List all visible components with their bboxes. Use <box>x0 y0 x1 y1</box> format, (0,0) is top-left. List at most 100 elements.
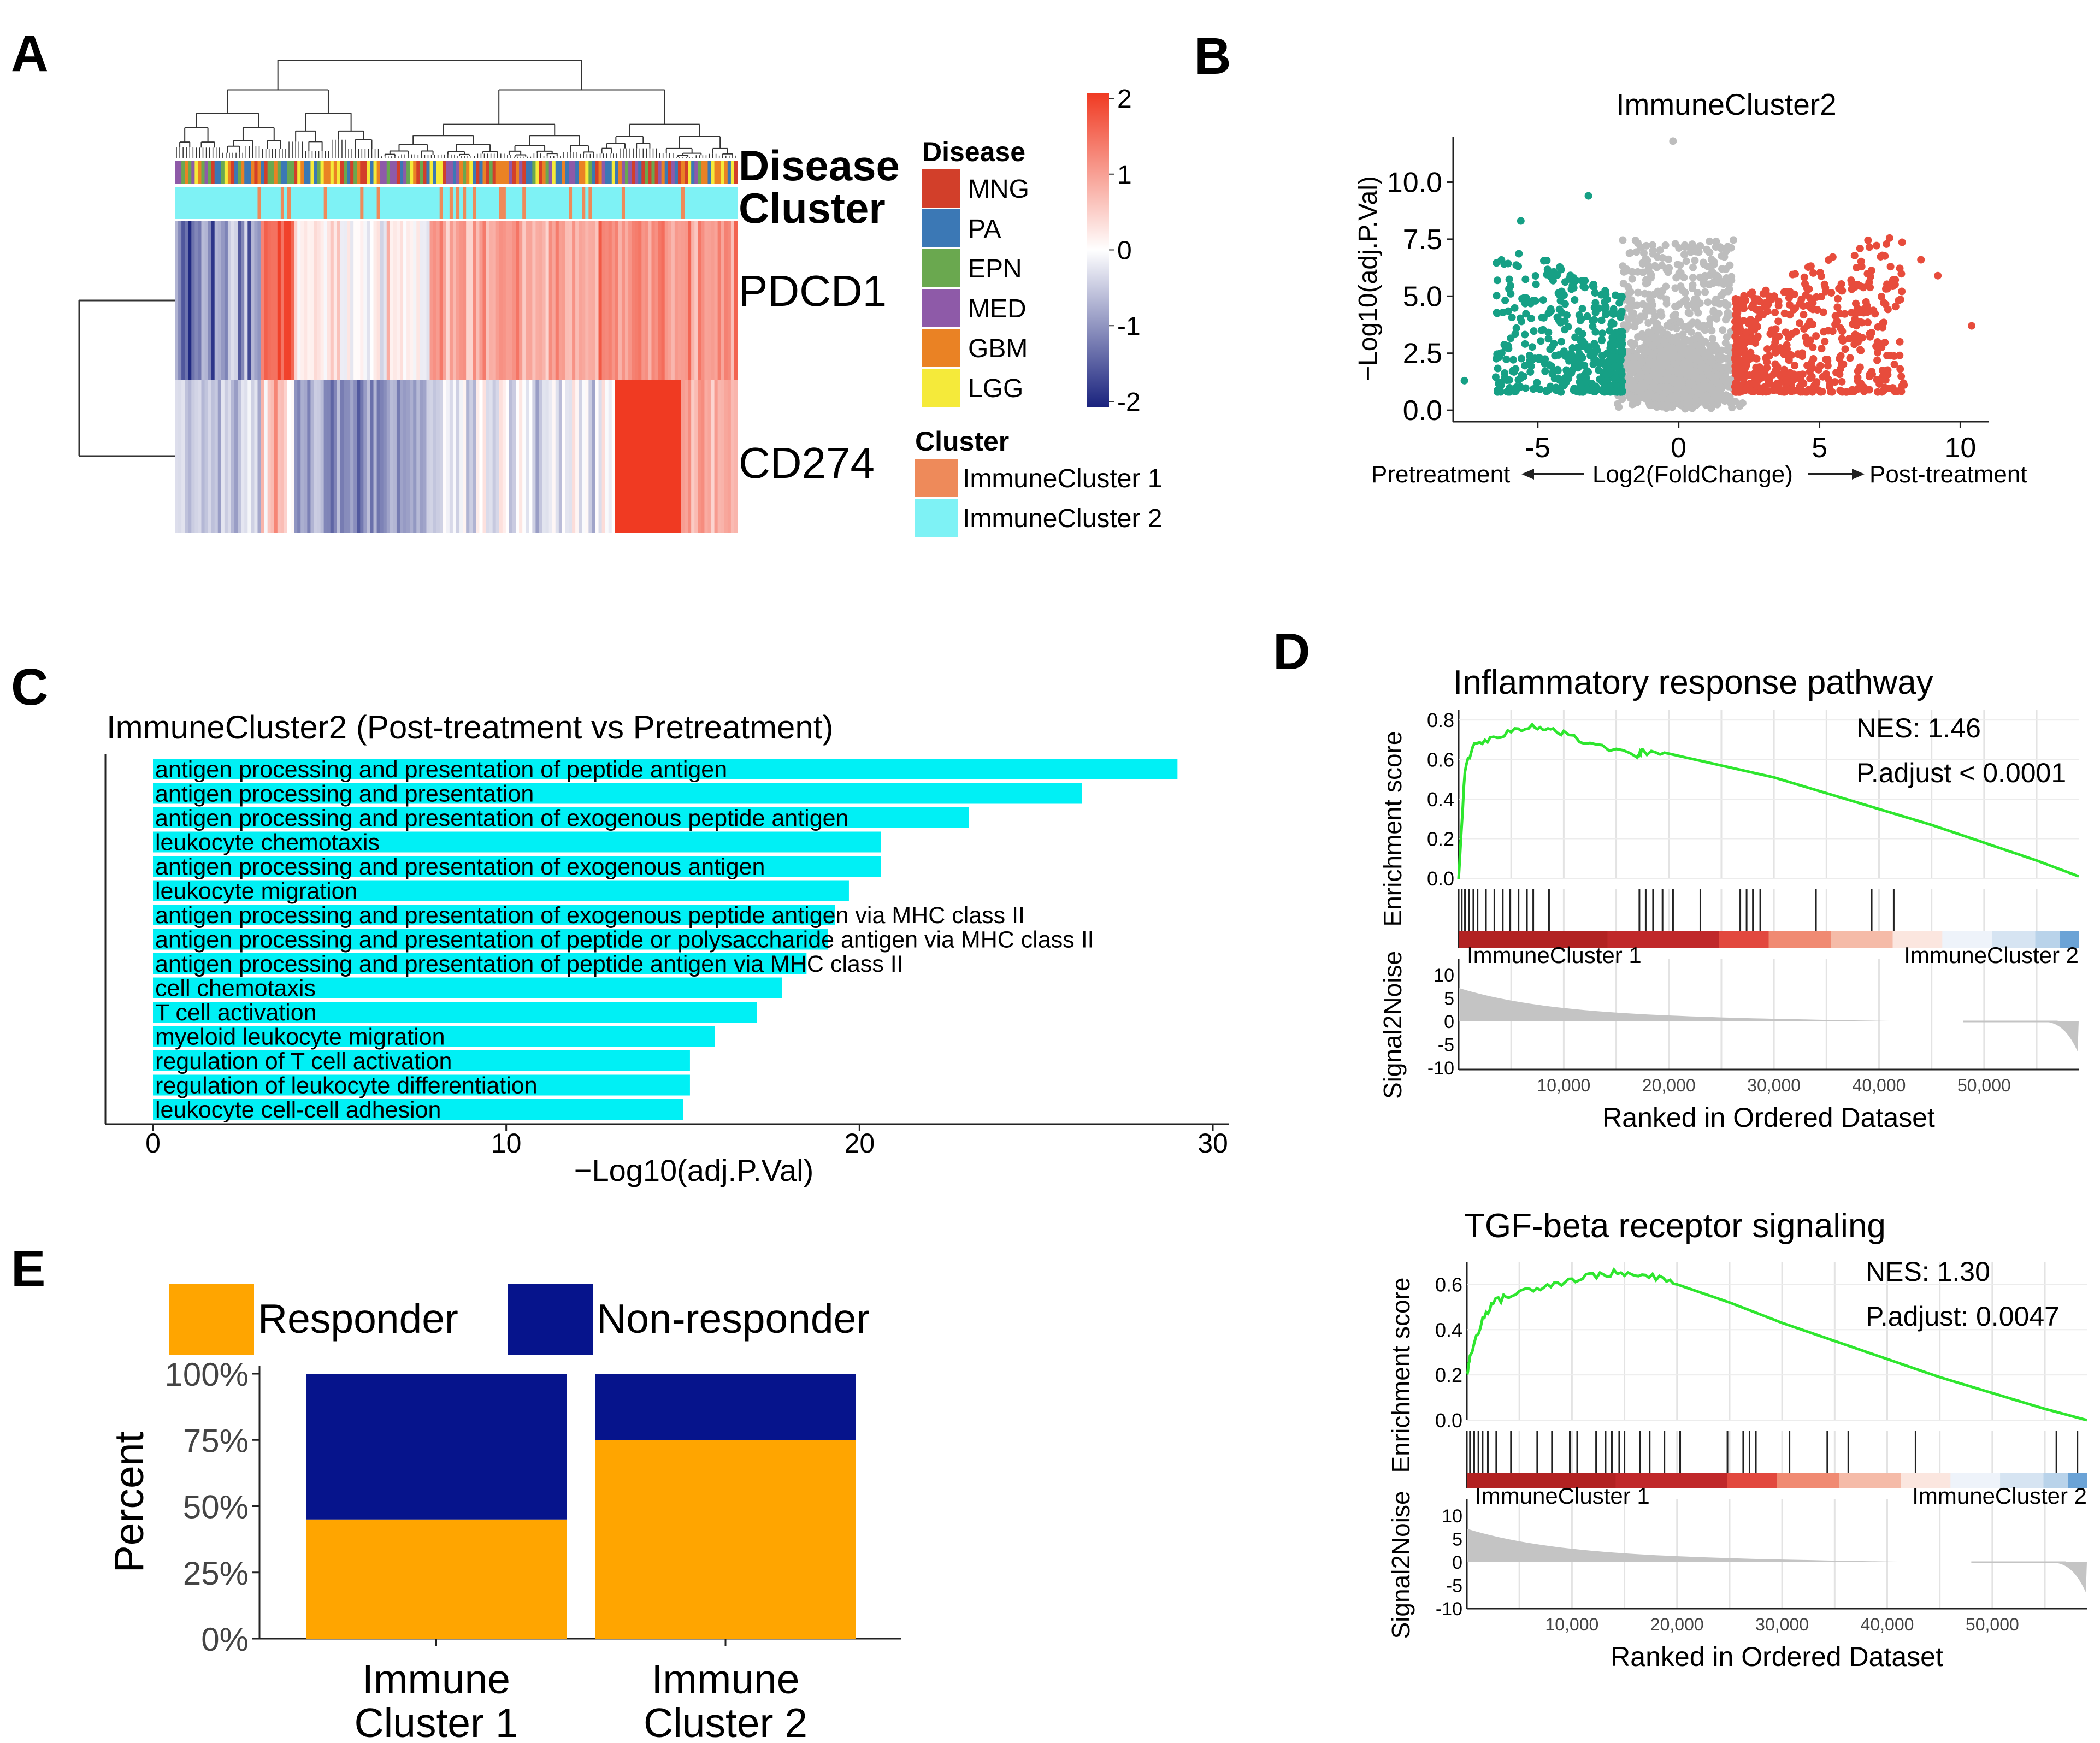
cluster-cell <box>588 187 593 219</box>
volcano-point-up <box>1889 276 1897 284</box>
disease-cell <box>585 161 589 184</box>
volcano-point-up <box>1737 338 1745 346</box>
volcano-point-ns <box>1662 295 1671 303</box>
volcano-point-up <box>1796 388 1804 396</box>
go-bar <box>153 831 881 853</box>
volcano-xlabel: Log2(FoldChange) <box>1592 461 1793 488</box>
volcano-point-up <box>1848 285 1856 293</box>
volcano-point-down <box>1544 328 1553 336</box>
disease-swatch-lgg <box>922 369 960 407</box>
disease-cell <box>677 161 682 184</box>
gsea-s2n-positive <box>1467 1528 1919 1562</box>
heat-cell-cd274 <box>287 380 291 533</box>
disease-cell <box>668 161 672 184</box>
disease-cell <box>572 161 576 184</box>
heat-cell-cd274 <box>595 380 599 533</box>
volcano-ytick-label: 7.5 <box>1403 224 1442 256</box>
volcano-point-ns <box>1649 250 1657 258</box>
heat-cell-cd274 <box>254 380 258 533</box>
disease-cell <box>314 161 318 184</box>
volcano-point-up <box>1881 252 1889 260</box>
gsea-s2n-negative <box>2045 1562 2087 1593</box>
disease-cell <box>198 161 202 184</box>
gsea-xtick-label: 40,000 <box>1853 1076 1906 1095</box>
volcano-point-ns <box>1708 384 1716 392</box>
volcano-point-down <box>1544 309 1553 317</box>
cluster-cell <box>598 187 603 219</box>
heat-cell-cd274 <box>383 380 387 533</box>
volcano-point-up <box>1857 263 1866 271</box>
volcano-point-ns <box>1644 262 1653 270</box>
disease-cell <box>188 161 192 184</box>
cluster-cell <box>459 187 463 219</box>
disease-cell <box>175 161 179 184</box>
volcano-point-up <box>1885 234 1893 242</box>
volcano-point-down <box>1501 296 1509 304</box>
disease-cell <box>221 161 225 184</box>
heat-cell-pdcd1 <box>320 221 325 380</box>
volcano-point-down <box>1502 355 1511 363</box>
disease-cell <box>367 161 371 184</box>
volcano-point-down <box>1526 368 1535 376</box>
volcano-point-down <box>1565 357 1573 365</box>
disease-cell <box>436 161 440 184</box>
heat-cell-pdcd1 <box>509 221 513 380</box>
volcano-point-up <box>1833 317 1841 326</box>
disease-cell <box>688 161 692 184</box>
volcano-point-ns <box>1705 321 1713 329</box>
go-term-label: antigen processing and presentation of p… <box>155 951 904 977</box>
cluster-cell <box>280 187 285 219</box>
volcano-point-ns <box>1689 263 1697 271</box>
heat-cell-cd274 <box>251 380 255 533</box>
volcano-point-down <box>1531 272 1539 280</box>
volcano-point-up <box>1866 283 1874 292</box>
heat-cell-cd274 <box>545 380 550 533</box>
heat-cell-cd274 <box>707 380 712 533</box>
disease-cell <box>185 161 188 184</box>
volcano-point-up <box>1877 293 1885 301</box>
heat-cell-cd274 <box>449 380 453 533</box>
cluster-cell <box>347 187 351 219</box>
heat-cell-pdcd1 <box>420 221 424 380</box>
volcano-point-up <box>1824 362 1832 370</box>
volcano-point-up <box>1864 236 1872 244</box>
heat-cell-pdcd1 <box>413 221 417 380</box>
cluster-cell <box>694 187 698 219</box>
cluster-cell <box>688 187 692 219</box>
heat-cell-cd274 <box>181 380 185 533</box>
disease-annotation-strip <box>175 161 738 184</box>
disease-cell <box>294 161 298 184</box>
heat-cell-pdcd1 <box>555 221 559 380</box>
heat-cell-cd274 <box>347 380 351 533</box>
heat-cell-pdcd1 <box>178 221 182 380</box>
cluster-cell <box>227 187 232 219</box>
cluster-cell <box>681 187 685 219</box>
go-bar <box>153 807 969 828</box>
volcano-point-up <box>1771 309 1779 317</box>
heat-cell-pdcd1 <box>677 221 682 380</box>
heat-cell-cd274 <box>456 380 460 533</box>
disease-cell <box>254 161 258 184</box>
volcano-point-down <box>1572 358 1580 366</box>
heat-cell-pdcd1 <box>344 221 347 380</box>
disease-cell <box>280 161 285 184</box>
volcano-point-up <box>1838 287 1846 295</box>
disease-cell <box>353 161 357 184</box>
volcano-point-down <box>1613 354 1621 362</box>
volcano-point-up <box>1850 340 1859 348</box>
disease-cell <box>698 161 701 184</box>
volcano-point-down <box>1521 362 1529 370</box>
disease-cell <box>270 161 275 184</box>
volcano-point-up <box>1828 388 1836 396</box>
volcano-point-down <box>1548 342 1556 351</box>
heat-cell-pdcd1 <box>489 221 493 380</box>
go-bar <box>153 759 1178 779</box>
heat-cell-cd274 <box>217 380 222 533</box>
volcano-point-up <box>1857 346 1865 354</box>
disease-cell <box>638 161 642 184</box>
volcano-point-up <box>1855 308 1863 316</box>
gsea-es-tick-label: 0.2 <box>1435 1364 1462 1386</box>
volcano-point-down <box>1553 271 1561 279</box>
volcano-point-up <box>1731 333 1739 341</box>
volcano-point-up <box>1898 287 1906 296</box>
